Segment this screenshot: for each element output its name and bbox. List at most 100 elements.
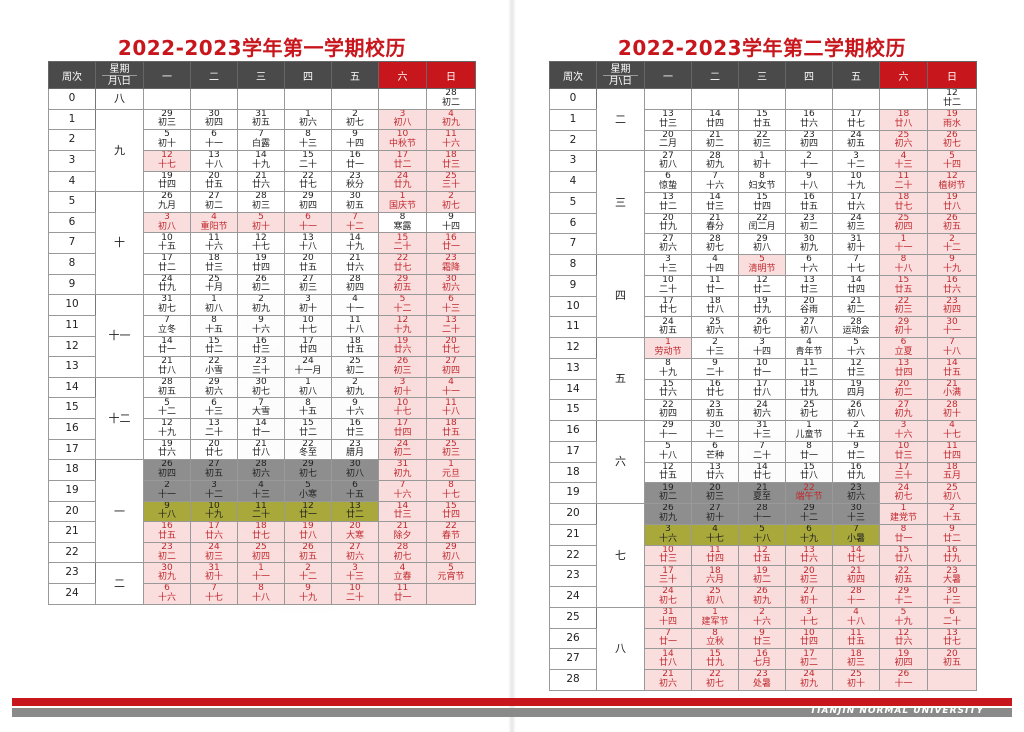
solar-date: 10: [396, 129, 409, 140]
lunar-date: 廿五: [752, 554, 771, 565]
day-cell: 22 初三: [879, 295, 928, 318]
week-row: 18 12 廿五 13 廿六 14 廿七 15 廿八 16 廿九 17 三十 18 五月: [549, 461, 977, 484]
week-row: 24 24 初七 25 初八 26 初九 27 初十 28 十一 29 十二 30 十三: [549, 586, 977, 608]
lunar-date: 芒种: [705, 450, 724, 461]
weekday-header: 一: [143, 60, 191, 90]
lunar-date: 冬至: [298, 448, 317, 459]
day-cell: 13 廿三: [644, 108, 692, 131]
day-cell: 25 初六: [691, 316, 739, 338]
day-cell: 2 十六: [738, 606, 786, 629]
lunar-date: 廿六: [251, 180, 270, 191]
weekday-header: 六: [378, 60, 427, 90]
day-cell: 31 初十: [832, 233, 880, 255]
day-cell: 4 初九: [426, 108, 476, 131]
week-row: 28 21 初六 22 初七 23 处暑 24 初九 25 初十 26 十一: [549, 669, 977, 691]
lunar-date: 十二: [799, 512, 818, 523]
solar-date: 11: [897, 171, 910, 182]
lunar-date: 初二: [846, 305, 865, 316]
lunar-date: 处暑: [752, 679, 771, 689]
day-cell: 6 十六: [785, 254, 833, 276]
day-cell: 5 十二: [143, 397, 191, 420]
solar-date: 23: [946, 296, 958, 306]
day-cell: 16 廿六: [785, 108, 833, 131]
day-cell: 3 十二: [832, 150, 880, 172]
week-row: 21 3 十六 4 十七 5 十八 6 十九 7 小暑 8 廿一 9 廿二: [549, 523, 977, 546]
lunar-date: 初八: [942, 492, 961, 503]
solar-date: 4: [853, 607, 859, 618]
day-cell: 1 劳动节: [644, 337, 692, 359]
solar-date: 18: [255, 521, 267, 532]
lunar-date: 十九: [894, 616, 913, 627]
week-row: 6 20 廿九 21 春分 22 闰二月 23 初二 24 初三 25 初四 26 初五: [549, 212, 977, 235]
left-calendar-title: 2022-2023学年第一学期校历: [117, 36, 407, 60]
day-cell: 27 初十: [691, 503, 739, 525]
solar-date: 17: [803, 648, 815, 659]
day-cell: 30 初九: [785, 233, 833, 255]
day-cell: 4 立春: [378, 562, 427, 585]
day-cell: 3 十六: [644, 523, 692, 546]
lunar-date: 初三: [799, 575, 818, 586]
day-cell: 2 十五: [832, 420, 880, 442]
day-cell: 3 十六: [879, 420, 928, 442]
month-label: 五: [596, 337, 645, 421]
lunar-date: 廿八: [942, 201, 961, 212]
day-cell: 26 初五: [927, 212, 977, 235]
solar-date: 20: [946, 648, 958, 659]
solar-date: 27: [662, 233, 674, 244]
lunar-date: 初九: [441, 118, 460, 129]
solar-date: 11: [445, 397, 457, 408]
week-number: 1: [48, 108, 96, 131]
week-row: 1 九 29 初三 30 初四 31 初五 1 初六 2 初七 3 初八 4 初九: [48, 108, 476, 193]
solar-date: 18: [709, 296, 721, 306]
solar-date: 1: [305, 377, 311, 387]
solar-date: 13: [349, 501, 361, 511]
day-cell: 1 元旦: [426, 459, 476, 481]
lunar-date: 十六: [894, 429, 913, 440]
solar-date: 22: [302, 439, 314, 449]
day-cell: 25 初二: [331, 356, 379, 378]
lunar-date: 初十: [251, 221, 270, 232]
solar-date: 26: [302, 542, 314, 552]
lunar-date: 十一: [157, 489, 176, 500]
day-cell: 15 廿五: [879, 274, 928, 297]
week-number: 21: [48, 521, 96, 543]
lunar-date: 十八: [752, 533, 771, 544]
day-cell: 8 十八: [879, 254, 928, 276]
day-cell: 29 初六: [190, 376, 238, 399]
week-row: 14 十二 28 初五 29 初六 30 初七 1 初八 2 初九 3 初十 4 十一: [48, 376, 476, 461]
solar-date: 13: [302, 232, 314, 243]
lunar-date: 初二: [658, 492, 677, 503]
lunar-date: 霜降: [441, 262, 460, 273]
day-cell: 12 十七: [143, 149, 191, 172]
lunar-date: 十六: [393, 489, 412, 500]
week-number: 14: [549, 378, 597, 401]
solar-date: 29: [302, 459, 314, 470]
day-cell: 6 二十: [927, 606, 977, 629]
lunar-date: 初八: [204, 304, 223, 315]
lunar-date: 二十: [705, 367, 724, 378]
solar-date: 6: [211, 129, 217, 140]
solar-date: 2: [949, 503, 955, 514]
day-cell: 4 十一: [331, 294, 379, 316]
day-cell: 3 十三: [331, 562, 379, 585]
lunar-date: 清明节: [748, 263, 776, 274]
lunar-date: 初七: [799, 409, 818, 420]
day-cell: 9 十八: [785, 171, 833, 193]
day-cell: 7 十七: [832, 254, 880, 276]
day-cell: 27 初六: [331, 541, 379, 564]
lunar-date: 廿九: [393, 180, 412, 191]
solar-date: 12: [946, 171, 958, 182]
solar-date: 21: [396, 521, 409, 532]
day-cell: 30 初七: [237, 376, 285, 399]
solar-date: 2: [352, 109, 358, 119]
day-cell: 28 初六: [237, 459, 285, 481]
lunar-date: 初三: [298, 283, 317, 294]
lunar-date: 重阳节: [200, 221, 228, 232]
solar-date: 7: [211, 583, 217, 594]
lunar-date: 廿九: [799, 388, 818, 399]
solar-date: 14: [161, 336, 173, 346]
solar-date: 14: [349, 232, 361, 243]
solar-date: 27: [803, 586, 815, 597]
lunar-date: 初五: [157, 386, 176, 397]
lunar-date: 廿二: [752, 284, 771, 295]
